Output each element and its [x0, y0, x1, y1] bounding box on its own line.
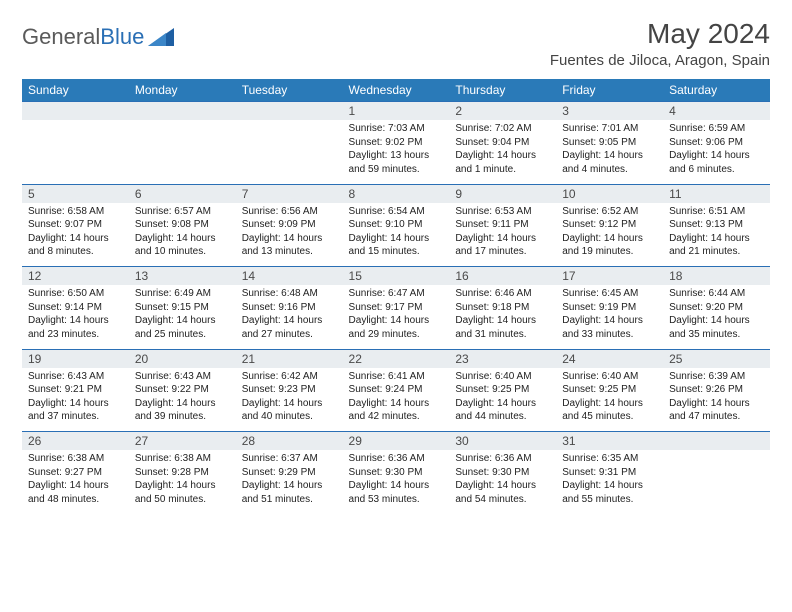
day-number-row: 567891011 [22, 184, 770, 203]
day-number-cell: 4 [663, 102, 770, 121]
day-number-cell: 20 [129, 349, 236, 368]
day-detail-cell [236, 120, 343, 184]
day-number-cell: 5 [22, 184, 129, 203]
day-detail-row: Sunrise: 6:38 AMSunset: 9:27 PMDaylight:… [22, 450, 770, 514]
day-number-cell [236, 102, 343, 121]
day-number-cell: 7 [236, 184, 343, 203]
day-detail-cell [663, 450, 770, 514]
day-number-cell: 12 [22, 267, 129, 286]
weekday-header-row: SundayMondayTuesdayWednesdayThursdayFrid… [22, 79, 770, 102]
day-detail-cell: Sunrise: 6:35 AMSunset: 9:31 PMDaylight:… [556, 450, 663, 514]
day-number-cell: 14 [236, 267, 343, 286]
day-detail-cell: Sunrise: 6:50 AMSunset: 9:14 PMDaylight:… [22, 285, 129, 349]
day-number-cell: 25 [663, 349, 770, 368]
day-detail-cell: Sunrise: 6:54 AMSunset: 9:10 PMDaylight:… [343, 203, 450, 267]
day-detail-cell: Sunrise: 7:02 AMSunset: 9:04 PMDaylight:… [449, 120, 556, 184]
logo-triangle-icon [148, 28, 174, 46]
day-detail-cell: Sunrise: 6:38 AMSunset: 9:27 PMDaylight:… [22, 450, 129, 514]
day-detail-cell: Sunrise: 6:45 AMSunset: 9:19 PMDaylight:… [556, 285, 663, 349]
day-number-cell: 1 [343, 102, 450, 121]
weekday-header: Tuesday [236, 79, 343, 102]
day-number-cell [129, 102, 236, 121]
day-number-cell [663, 432, 770, 451]
day-detail-cell: Sunrise: 6:37 AMSunset: 9:29 PMDaylight:… [236, 450, 343, 514]
day-number-cell: 28 [236, 432, 343, 451]
day-detail-cell: Sunrise: 6:53 AMSunset: 9:11 PMDaylight:… [449, 203, 556, 267]
day-number-cell: 15 [343, 267, 450, 286]
day-detail-cell: Sunrise: 6:48 AMSunset: 9:16 PMDaylight:… [236, 285, 343, 349]
day-number-row: 1234 [22, 102, 770, 121]
day-detail-cell: Sunrise: 6:41 AMSunset: 9:24 PMDaylight:… [343, 368, 450, 432]
day-number-cell: 11 [663, 184, 770, 203]
day-detail-cell: Sunrise: 6:43 AMSunset: 9:22 PMDaylight:… [129, 368, 236, 432]
day-detail-cell [129, 120, 236, 184]
day-number-cell: 16 [449, 267, 556, 286]
day-number-cell: 22 [343, 349, 450, 368]
weekday-header: Saturday [663, 79, 770, 102]
location-text: Fuentes de Jiloca, Aragon, Spain [550, 52, 770, 69]
logo-text-blue: Blue [100, 24, 144, 50]
weekday-header: Sunday [22, 79, 129, 102]
day-number-cell: 23 [449, 349, 556, 368]
day-number-row: 12131415161718 [22, 267, 770, 286]
day-number-row: 19202122232425 [22, 349, 770, 368]
day-number-cell: 13 [129, 267, 236, 286]
day-number-cell: 2 [449, 102, 556, 121]
logo: GeneralBlue [22, 18, 174, 50]
day-detail-cell [22, 120, 129, 184]
day-number-cell: 19 [22, 349, 129, 368]
day-detail-row: Sunrise: 7:03 AMSunset: 9:02 PMDaylight:… [22, 120, 770, 184]
header: GeneralBlue May 2024 Fuentes de Jiloca, … [22, 18, 770, 69]
day-number-cell: 27 [129, 432, 236, 451]
day-number-cell: 3 [556, 102, 663, 121]
day-detail-cell: Sunrise: 6:42 AMSunset: 9:23 PMDaylight:… [236, 368, 343, 432]
day-number-cell: 21 [236, 349, 343, 368]
day-number-cell: 8 [343, 184, 450, 203]
day-detail-cell: Sunrise: 6:43 AMSunset: 9:21 PMDaylight:… [22, 368, 129, 432]
day-detail-row: Sunrise: 6:58 AMSunset: 9:07 PMDaylight:… [22, 203, 770, 267]
day-detail-cell: Sunrise: 6:56 AMSunset: 9:09 PMDaylight:… [236, 203, 343, 267]
day-detail-cell: Sunrise: 6:58 AMSunset: 9:07 PMDaylight:… [22, 203, 129, 267]
day-number-cell: 6 [129, 184, 236, 203]
title-block: May 2024 Fuentes de Jiloca, Aragon, Spai… [550, 18, 770, 69]
day-number-cell: 18 [663, 267, 770, 286]
day-number-cell: 9 [449, 184, 556, 203]
day-number-cell: 17 [556, 267, 663, 286]
day-number-row: 262728293031 [22, 432, 770, 451]
weekday-header: Friday [556, 79, 663, 102]
day-detail-cell: Sunrise: 6:36 AMSunset: 9:30 PMDaylight:… [343, 450, 450, 514]
weekday-header: Wednesday [343, 79, 450, 102]
day-detail-cell: Sunrise: 6:39 AMSunset: 9:26 PMDaylight:… [663, 368, 770, 432]
day-detail-cell: Sunrise: 7:01 AMSunset: 9:05 PMDaylight:… [556, 120, 663, 184]
day-detail-row: Sunrise: 6:43 AMSunset: 9:21 PMDaylight:… [22, 368, 770, 432]
day-number-cell: 24 [556, 349, 663, 368]
day-detail-cell: Sunrise: 6:52 AMSunset: 9:12 PMDaylight:… [556, 203, 663, 267]
day-number-cell: 30 [449, 432, 556, 451]
day-number-cell: 10 [556, 184, 663, 203]
day-detail-row: Sunrise: 6:50 AMSunset: 9:14 PMDaylight:… [22, 285, 770, 349]
day-detail-cell: Sunrise: 6:40 AMSunset: 9:25 PMDaylight:… [449, 368, 556, 432]
day-number-cell [22, 102, 129, 121]
day-detail-cell: Sunrise: 6:47 AMSunset: 9:17 PMDaylight:… [343, 285, 450, 349]
logo-text-general: General [22, 24, 100, 50]
day-number-cell: 26 [22, 432, 129, 451]
day-detail-cell: Sunrise: 6:40 AMSunset: 9:25 PMDaylight:… [556, 368, 663, 432]
day-detail-cell: Sunrise: 6:59 AMSunset: 9:06 PMDaylight:… [663, 120, 770, 184]
weekday-header: Thursday [449, 79, 556, 102]
day-detail-cell: Sunrise: 6:46 AMSunset: 9:18 PMDaylight:… [449, 285, 556, 349]
calendar-table: SundayMondayTuesdayWednesdayThursdayFrid… [22, 79, 770, 514]
month-title: May 2024 [550, 18, 770, 50]
weekday-header: Monday [129, 79, 236, 102]
day-detail-cell: Sunrise: 6:49 AMSunset: 9:15 PMDaylight:… [129, 285, 236, 349]
day-detail-cell: Sunrise: 6:36 AMSunset: 9:30 PMDaylight:… [449, 450, 556, 514]
day-number-cell: 29 [343, 432, 450, 451]
day-detail-cell: Sunrise: 6:51 AMSunset: 9:13 PMDaylight:… [663, 203, 770, 267]
day-detail-cell: Sunrise: 6:57 AMSunset: 9:08 PMDaylight:… [129, 203, 236, 267]
day-number-cell: 31 [556, 432, 663, 451]
day-detail-cell: Sunrise: 6:38 AMSunset: 9:28 PMDaylight:… [129, 450, 236, 514]
day-detail-cell: Sunrise: 7:03 AMSunset: 9:02 PMDaylight:… [343, 120, 450, 184]
day-detail-cell: Sunrise: 6:44 AMSunset: 9:20 PMDaylight:… [663, 285, 770, 349]
